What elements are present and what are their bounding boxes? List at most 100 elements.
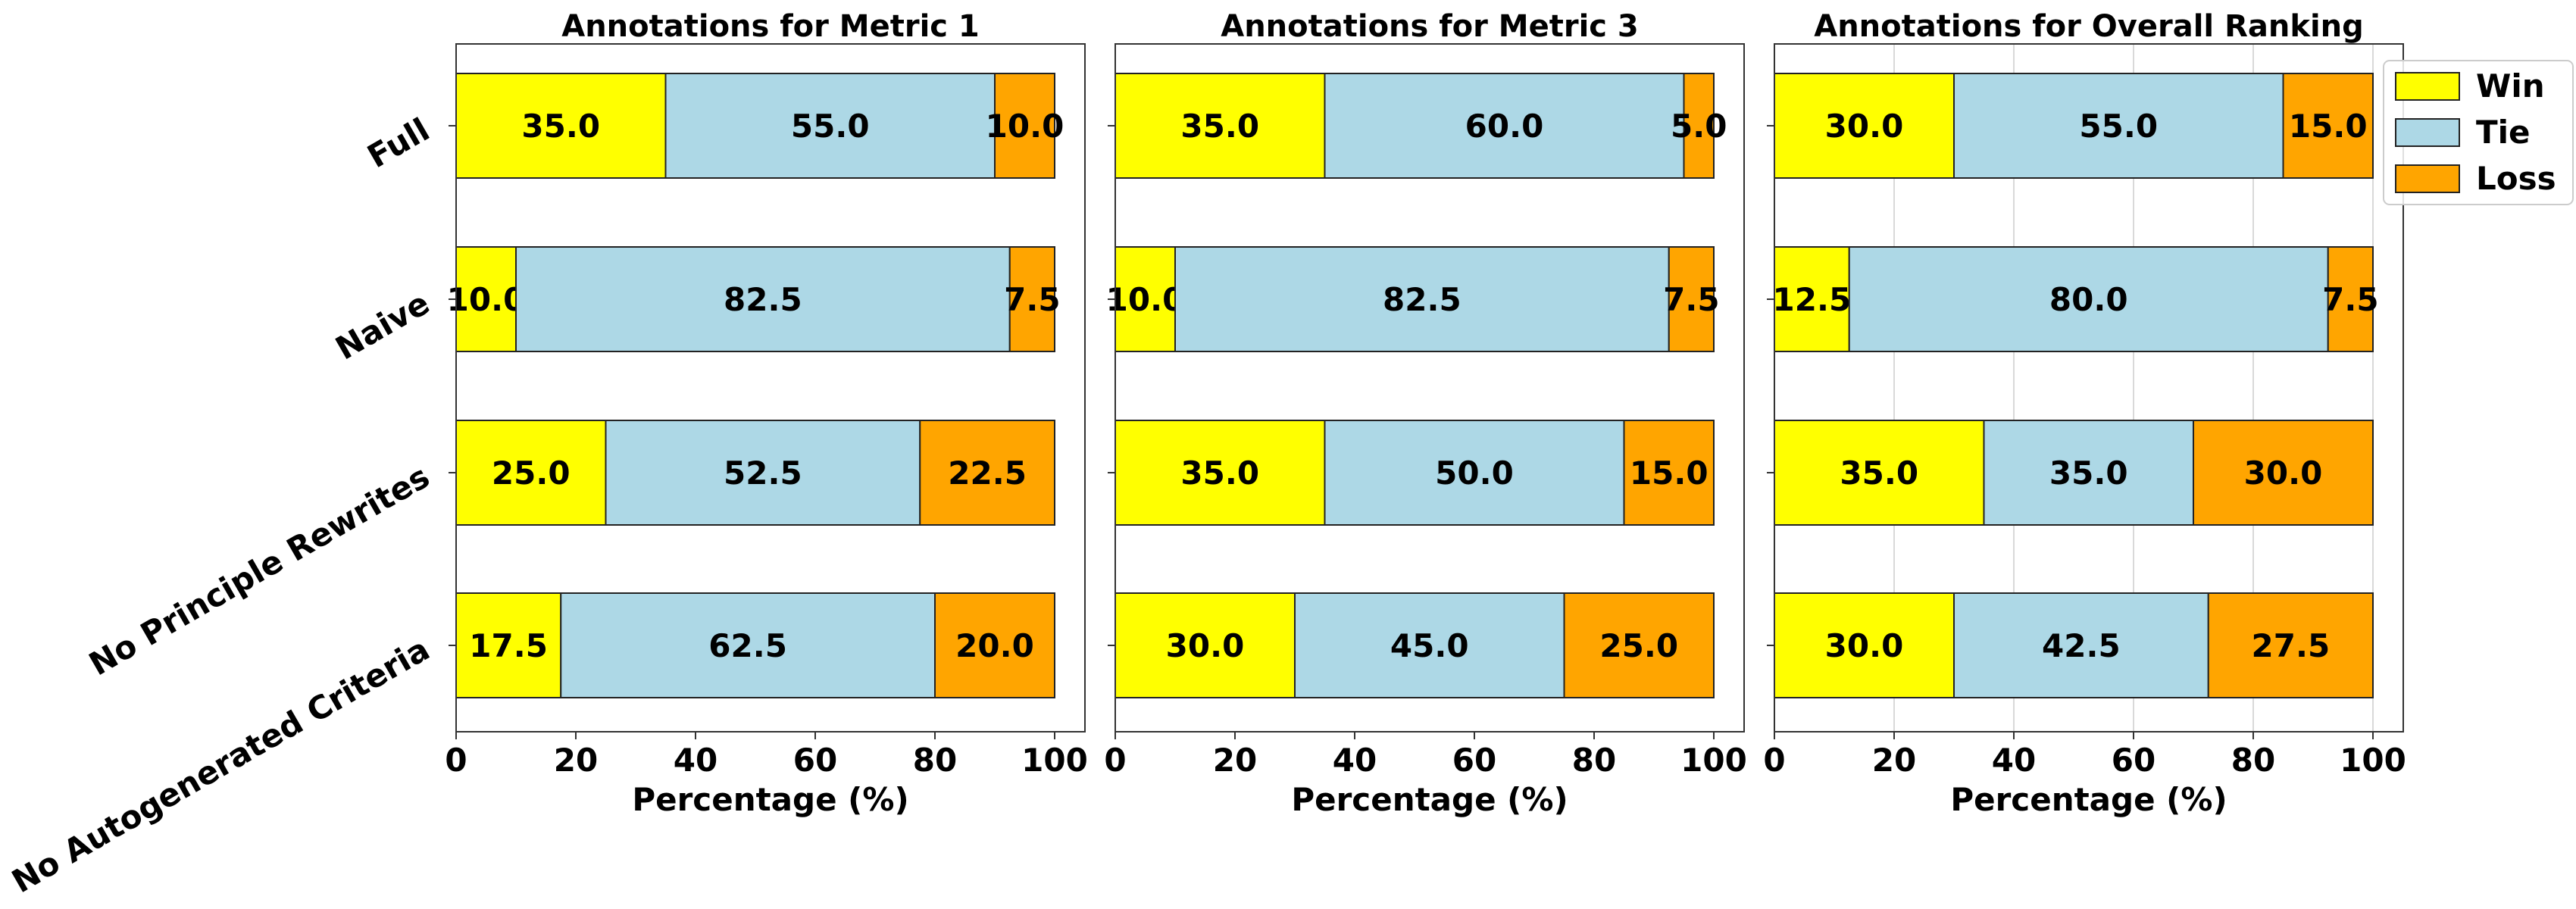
bar-value-label: 30.0 — [1825, 627, 1904, 664]
bar-value-label: 30.0 — [2244, 454, 2323, 492]
legend-swatch-win — [2395, 72, 2460, 101]
bar-tie — [1953, 592, 2209, 698]
bar-value-label: 30.0 — [1825, 108, 1904, 145]
bar-win — [1774, 73, 1955, 179]
x-tick-label: 20 — [1213, 742, 1257, 779]
bar-tie — [1953, 73, 2284, 179]
bar-value-label: 55.0 — [791, 108, 870, 145]
bar-value-label: 10.0 — [447, 281, 526, 318]
x-tick-label: 80 — [2231, 742, 2275, 779]
x-tick-label: 100 — [1680, 742, 1747, 779]
x-tick-label: 60 — [793, 742, 837, 779]
x-axis-label: Percentage (%) — [1950, 781, 2227, 818]
panel-3: 30.0 55.0 15.0 12.5 80.0 7.5 35.0 35.0 30.0 30.0 4… — [1763, 9, 2406, 818]
bar-value-label: 25.0 — [492, 454, 571, 492]
bar-value-label: 45.0 — [1390, 627, 1469, 664]
x-tick-label: 20 — [554, 742, 598, 779]
bar-value-label: 7.5 — [2322, 281, 2378, 318]
bar-loss — [1683, 73, 1715, 179]
bar-win — [1774, 246, 1850, 352]
legend-swatch-loss — [2395, 164, 2460, 193]
bar-tie — [1294, 592, 1565, 698]
bar-value-label: 30.0 — [1166, 627, 1245, 664]
bar-value-label: 10.0 — [1106, 281, 1185, 318]
x-tick-label: 40 — [674, 742, 717, 779]
x-tick-label: 0 — [445, 742, 467, 779]
bar-tie — [664, 73, 996, 179]
bar-tie — [1983, 420, 2194, 526]
x-tick-label: 0 — [1104, 742, 1126, 779]
bar-value-label: 17.5 — [469, 627, 548, 664]
bar-value-label: 15.0 — [2289, 108, 2368, 145]
bar-value-label: 52.5 — [724, 454, 802, 492]
y-category-label: Full — [361, 111, 436, 175]
bar-value-label: 82.5 — [724, 281, 802, 318]
axes-frame — [1774, 43, 2404, 733]
bar-value-label: 7.5 — [1004, 281, 1060, 318]
bar-value-label: 10.0 — [986, 108, 1064, 145]
bar-value-label: 5.0 — [1671, 108, 1727, 145]
x-tick-label: 80 — [1572, 742, 1616, 779]
bar-value-label: 35.0 — [521, 108, 600, 145]
bar-value-label: 27.5 — [2252, 627, 2331, 664]
bar-tie — [515, 246, 1011, 352]
panel-title: Annotations for Metric 1 — [561, 9, 980, 44]
bar-value-label: 35.0 — [1180, 108, 1259, 145]
panel-title: Annotations for Overall Ranking — [1814, 9, 2364, 44]
axes-frame — [1114, 43, 1745, 733]
bar-loss — [1668, 246, 1715, 352]
y-category-label: Naive — [330, 284, 436, 367]
bar-value-label: 62.5 — [708, 627, 787, 664]
bar-tie — [1324, 420, 1625, 526]
x-axis-label: Percentage (%) — [632, 781, 908, 818]
y-category-label: No Autogenerated Criteria — [5, 630, 436, 900]
bar-win — [455, 420, 607, 526]
bar-loss — [919, 420, 1055, 526]
bar-value-label: 12.5 — [1773, 281, 1852, 318]
legend-label: Tie — [2476, 114, 2531, 151]
y-category-label: No Principle Rewrites — [83, 458, 436, 683]
bar-value-label: 42.5 — [2042, 627, 2121, 664]
bar-win — [1774, 592, 1955, 698]
bar-value-label: 35.0 — [1180, 454, 1259, 492]
x-tick-label: 60 — [2112, 742, 2156, 779]
bar-loss — [1623, 420, 1715, 526]
x-axis-label: Percentage (%) — [1291, 781, 1568, 818]
bar-win — [1114, 246, 1176, 352]
bar-win — [1774, 420, 1985, 526]
bar-value-label: 35.0 — [2049, 454, 2128, 492]
bar-win — [1114, 73, 1326, 179]
bar-win — [455, 73, 667, 179]
panel-title: Annotations for Metric 3 — [1221, 9, 1639, 44]
x-tick-label: 80 — [913, 742, 957, 779]
bar-value-label: 25.0 — [1599, 627, 1678, 664]
bar-loss — [934, 592, 1055, 698]
legend-swatch-tie — [2395, 118, 2460, 147]
bar-value-label: 35.0 — [1840, 454, 1918, 492]
bar-tie — [1174, 246, 1670, 352]
x-tick-label: 60 — [1452, 742, 1496, 779]
bar-loss — [2282, 73, 2374, 179]
bar-tie — [1848, 246, 2329, 352]
bar-value-label: 60.0 — [1465, 108, 1544, 145]
bar-tie — [1324, 73, 1685, 179]
bar-win — [1114, 420, 1326, 526]
legend-label: Win — [2476, 67, 2545, 105]
bar-loss — [1563, 592, 1715, 698]
bar-value-label: 50.0 — [1435, 454, 1514, 492]
bar-value-label: 15.0 — [1630, 454, 1708, 492]
bar-value-label: 20.0 — [955, 627, 1034, 664]
legend-label: Loss — [2476, 160, 2556, 197]
bar-loss — [1008, 246, 1055, 352]
bar-loss — [2207, 592, 2374, 698]
bar-tie — [605, 420, 921, 526]
bar-value-label: 7.5 — [1663, 281, 1719, 318]
x-tick-label: 0 — [1763, 742, 1785, 779]
bar-value-label: 80.0 — [2049, 281, 2128, 318]
bar-loss — [2193, 420, 2374, 526]
panel-2: 35.0 60.0 5.0 10.0 82.5 7.5 35.0 50.0 15.0 30.0 45… — [1104, 9, 1746, 818]
x-tick-label: 100 — [1021, 742, 1088, 779]
legend: Win Tie Loss — [2383, 60, 2574, 205]
panel-1: 35.0 55.0 10.0 10.0 82.5 7.5 25.0 52.5 22.5 17.5 6… — [445, 9, 1087, 818]
x-tick-label: 40 — [1992, 742, 2036, 779]
